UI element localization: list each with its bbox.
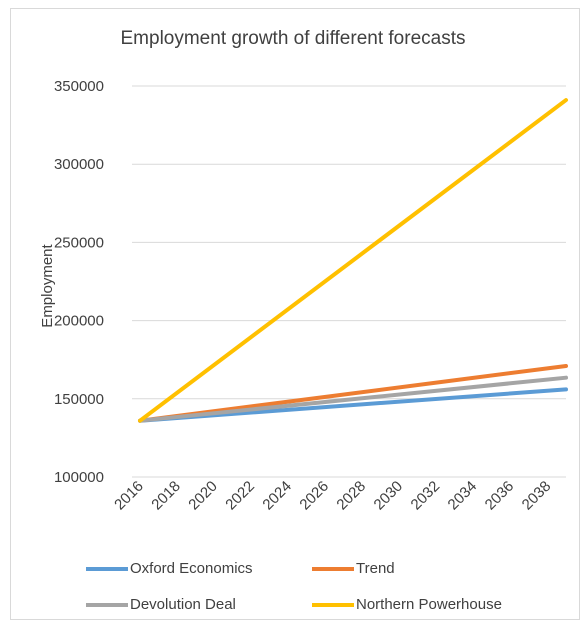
x-tick-label: 2022 [222,478,258,514]
x-axis-ticks: 2016 2018 2020 2022 2024 2026 2028 2030 2032 2034… [111,478,554,514]
series-line-devolution-deal [138,375,568,423]
chart-frame [10,8,580,620]
series-lines [138,98,568,423]
gridlines [132,85,566,478]
x-tick-label: 2026 [296,478,332,514]
x-tick-label: 2024 [259,478,295,514]
y-axis-ticks: 100000 150000 200000 250000 300000 350000 [54,78,104,486]
x-tick-label: 2028 [333,478,369,514]
y-tick-label: 250000 [54,234,104,251]
x-tick-label: 2032 [408,478,444,514]
chart-title: Employment growth of different forecasts [120,28,466,49]
y-tick-label: 200000 [54,313,104,330]
series-line-northern-powerhouse [138,98,568,423]
y-tick-label: 350000 [54,78,104,95]
y-tick-label: 300000 [54,156,104,173]
x-tick-label: 2036 [482,478,518,514]
y-tick-label: 150000 [54,391,104,408]
y-axis-label: Employment [39,243,56,327]
x-tick-label: 2034 [445,478,481,514]
x-tick-label: 2016 [111,478,147,514]
x-tick-label: 2020 [185,478,221,514]
x-tick-label: 2038 [519,478,555,514]
x-tick-label: 2030 [371,478,407,514]
x-tick-label: 2018 [148,478,184,514]
y-tick-label: 100000 [54,469,104,486]
